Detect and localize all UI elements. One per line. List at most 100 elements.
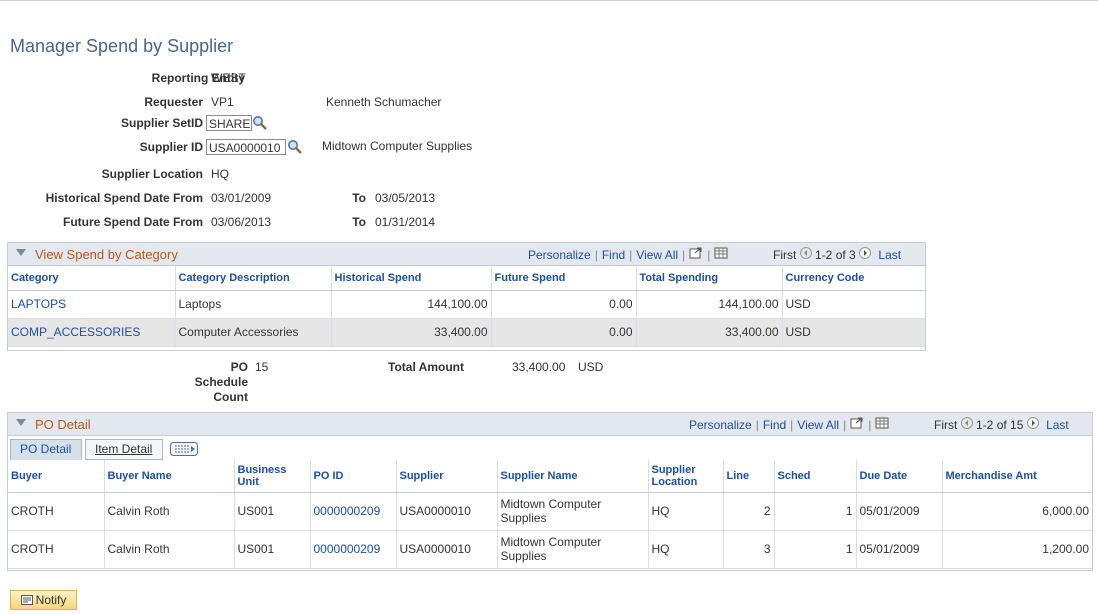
historical-to-value: 03/05/2013 bbox=[375, 191, 436, 205]
supplier: USA0000010 bbox=[396, 530, 498, 569]
tab-item-detail[interactable]: Item Detail bbox=[85, 439, 163, 460]
personalize-link[interactable]: Personalize bbox=[689, 418, 752, 432]
supplier-id-input[interactable]: USA0000010 bbox=[206, 139, 286, 155]
supplier-name: Midtown Computer Supplies bbox=[497, 492, 649, 531]
col-header[interactable]: Buyer bbox=[8, 460, 105, 493]
po-detail-grid: PO Detail Personalize | Find | View All | | Fi… bbox=[7, 412, 1093, 571]
future-spend: 0.00 bbox=[491, 290, 637, 319]
total-spending: 144,100.00 bbox=[636, 290, 783, 319]
supplier-location: HQ bbox=[648, 530, 724, 569]
due-date: 05/01/2009 bbox=[856, 492, 943, 531]
total-amount-currency: USD bbox=[578, 360, 604, 374]
category-header-row: Category Category Description Historical… bbox=[8, 266, 925, 291]
line: 2 bbox=[723, 492, 775, 531]
line: 3 bbox=[723, 530, 775, 569]
supplier: USA0000010 bbox=[396, 492, 498, 531]
historical-spend: 144,100.00 bbox=[331, 290, 492, 319]
future-to-value: 01/31/2014 bbox=[375, 215, 436, 229]
table-row: CROTH Calvin Roth US001 0000000209 USA00… bbox=[8, 530, 1092, 569]
supplier-setid-input[interactable]: SHARE bbox=[206, 115, 252, 131]
sched: 1 bbox=[774, 530, 857, 569]
page-title: Manager Spend by Supplier bbox=[10, 36, 234, 56]
tab-po-detail[interactable]: PO Detail bbox=[10, 439, 82, 460]
col-header[interactable]: Supplier bbox=[396, 460, 498, 493]
collapse-icon[interactable] bbox=[16, 249, 26, 256]
prev-arrow-icon[interactable] bbox=[960, 417, 973, 432]
total-spending: 33,400.00 bbox=[636, 318, 783, 347]
search-icon[interactable] bbox=[252, 115, 268, 131]
col-header[interactable]: Future Spend bbox=[491, 266, 637, 291]
po-id-link[interactable]: 0000000209 bbox=[310, 530, 397, 569]
sched: 1 bbox=[774, 492, 857, 531]
category-grid-header: View Spend by Category Personalize | Find |… bbox=[8, 243, 925, 266]
personalize-link[interactable]: Personalize bbox=[528, 248, 591, 262]
requester-name: Kenneth Schumacher bbox=[326, 95, 442, 109]
po-grid-header: PO Detail Personalize | Find | View All | | Fi… bbox=[8, 413, 1092, 436]
view-all-link[interactable]: View All bbox=[797, 418, 840, 432]
supplier-setid-label: Supplier SetID bbox=[120, 116, 203, 130]
new-window-icon[interactable] bbox=[850, 417, 864, 432]
supplier-location-label: Supplier Location bbox=[101, 167, 203, 181]
po-table: Buyer Buyer Name Business Unit PO ID Sup… bbox=[8, 460, 1092, 569]
col-header[interactable]: PO ID bbox=[310, 460, 397, 493]
next-arrow-icon[interactable] bbox=[859, 247, 872, 262]
po-grid-nav: Personalize | Find | View All | | bbox=[689, 417, 889, 432]
category-description: Computer Accessories bbox=[175, 318, 332, 347]
spreadsheet-icon[interactable] bbox=[714, 247, 728, 262]
search-icon[interactable] bbox=[287, 139, 303, 155]
last-link[interactable]: Last bbox=[878, 248, 902, 262]
currency-code: USD bbox=[782, 318, 925, 347]
po-schedule-count-label: PO Schedule Count bbox=[194, 360, 248, 404]
currency-code: USD bbox=[782, 290, 925, 319]
business-unit: US001 bbox=[234, 530, 311, 569]
notify-icon bbox=[20, 594, 33, 608]
category-grid: View Spend by Category Personalize | Find |… bbox=[7, 242, 926, 351]
historical-from-label: Historical Spend Date From bbox=[45, 191, 203, 205]
collapse-icon[interactable] bbox=[16, 419, 26, 426]
col-header[interactable]: Category bbox=[8, 266, 176, 291]
last-link[interactable]: Last bbox=[1046, 418, 1069, 432]
reporting-entity-value: WEST bbox=[211, 71, 246, 85]
category-link[interactable]: LAPTOPS bbox=[8, 290, 176, 319]
col-header[interactable]: Supplier Location bbox=[648, 460, 724, 493]
po-id-link[interactable]: 0000000209 bbox=[310, 492, 397, 531]
top-border bbox=[0, 0, 1098, 3]
col-header[interactable]: Total Spending bbox=[636, 266, 783, 291]
category-link[interactable]: COMP_ACCESSORIES bbox=[8, 318, 176, 347]
first-label[interactable]: First bbox=[773, 248, 797, 262]
category-grid-nav: Personalize | Find | View All | | bbox=[528, 247, 728, 262]
spreadsheet-icon[interactable] bbox=[875, 417, 889, 432]
historical-from-value: 03/01/2009 bbox=[211, 191, 272, 205]
range-label: 1-2 of 3 bbox=[815, 248, 856, 262]
col-header[interactable]: Due Date bbox=[856, 460, 943, 493]
po-header-row: Buyer Buyer Name Business Unit PO ID Sup… bbox=[8, 460, 1092, 493]
buyer-name: Calvin Roth bbox=[104, 492, 235, 531]
due-date: 05/01/2009 bbox=[856, 530, 943, 569]
col-header[interactable]: Supplier Name bbox=[497, 460, 649, 493]
view-all-link[interactable]: View All bbox=[636, 248, 679, 262]
find-link[interactable]: Find bbox=[762, 418, 787, 432]
supplier-name: Midtown Computer Supplies bbox=[322, 139, 473, 153]
col-header[interactable]: Merchandise Amt bbox=[942, 460, 1092, 493]
col-header[interactable]: Historical Spend bbox=[331, 266, 492, 291]
prev-arrow-icon[interactable] bbox=[799, 247, 812, 262]
col-header[interactable]: Currency Code bbox=[782, 266, 925, 291]
merchandise-amt: 6,000.00 bbox=[942, 492, 1092, 531]
po-schedule-count-value: 15 bbox=[255, 360, 269, 374]
col-header[interactable]: Line bbox=[723, 460, 775, 493]
po-grid-paging: First 1-2 of 15 Last bbox=[934, 417, 1069, 432]
business-unit: US001 bbox=[234, 492, 311, 531]
total-amount-value: 33,400.00 bbox=[512, 360, 566, 374]
col-header[interactable]: Business Unit bbox=[234, 460, 311, 493]
new-window-icon[interactable] bbox=[689, 247, 703, 262]
supplier-name: Midtown Computer Supplies bbox=[497, 530, 649, 569]
notify-button[interactable]: Notify bbox=[10, 590, 77, 610]
first-label[interactable]: First bbox=[934, 418, 958, 432]
show-all-columns-icon[interactable] bbox=[170, 442, 198, 459]
find-link[interactable]: Find bbox=[601, 248, 626, 262]
col-header[interactable]: Sched bbox=[774, 460, 857, 493]
next-arrow-icon[interactable] bbox=[1026, 417, 1039, 432]
col-header[interactable]: Buyer Name bbox=[104, 460, 235, 493]
range-label: 1-2 of 15 bbox=[976, 418, 1024, 432]
col-header[interactable]: Category Description bbox=[175, 266, 332, 291]
